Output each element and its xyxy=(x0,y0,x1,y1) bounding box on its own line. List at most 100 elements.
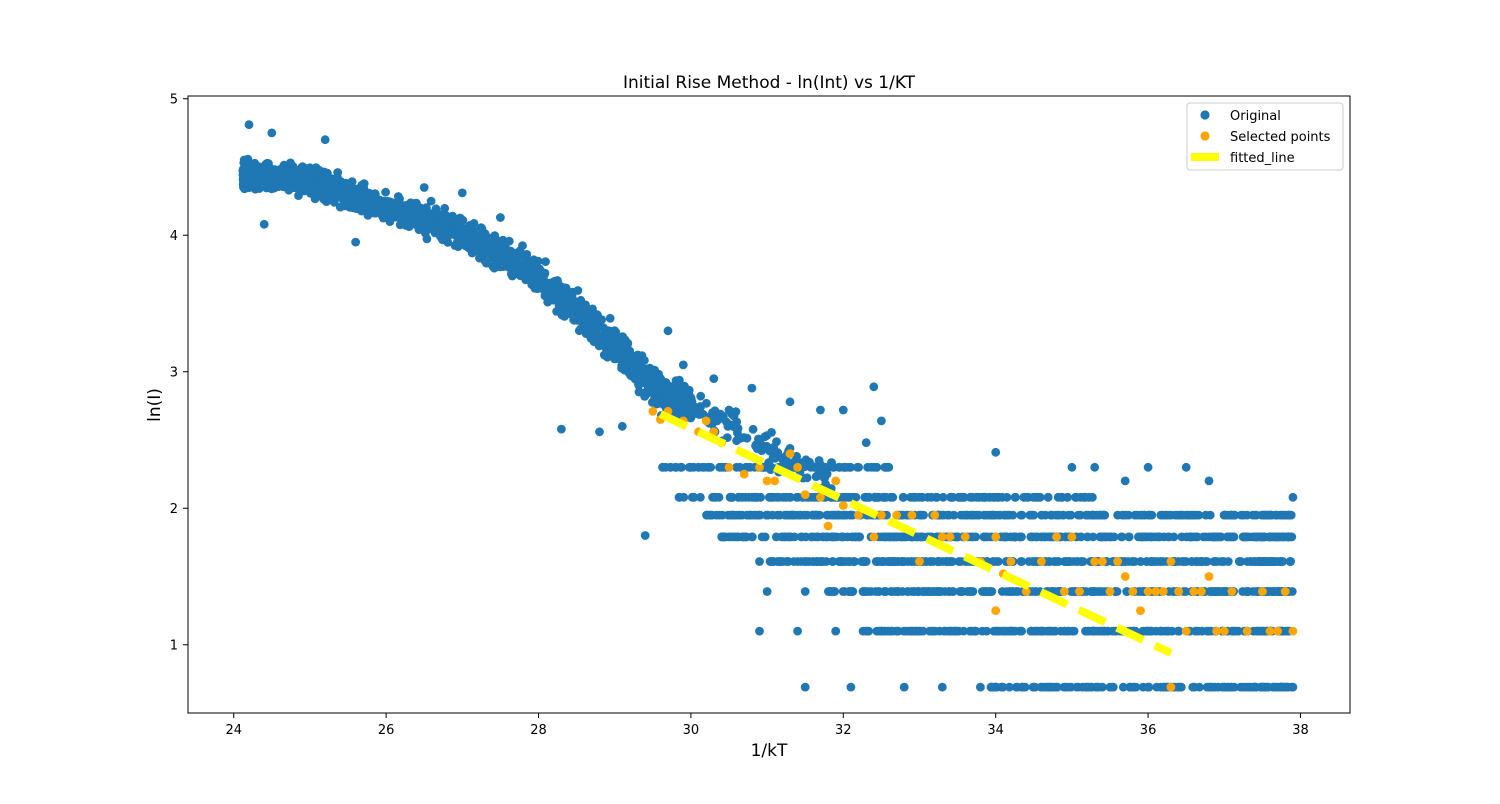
original-point xyxy=(735,434,745,443)
selected-point xyxy=(838,501,848,510)
original-point xyxy=(1051,682,1061,692)
original-point xyxy=(333,168,343,177)
original-point xyxy=(478,233,488,243)
original-point xyxy=(1281,682,1290,692)
original-point xyxy=(1056,626,1066,636)
selected-point xyxy=(960,532,970,542)
original-point xyxy=(1037,510,1046,520)
original-point xyxy=(709,374,719,383)
original-point xyxy=(457,188,467,198)
original-point xyxy=(869,382,879,392)
original-point xyxy=(872,492,881,502)
original-point xyxy=(1011,492,1020,502)
original-point xyxy=(813,532,823,542)
original-point xyxy=(1256,532,1266,542)
original-point xyxy=(585,314,595,323)
original-point xyxy=(507,257,516,267)
original-point xyxy=(1179,557,1189,566)
original-point xyxy=(765,492,775,502)
original-point xyxy=(820,462,829,472)
selected-point xyxy=(937,532,947,542)
selected-point xyxy=(1021,587,1031,596)
original-point xyxy=(965,492,975,502)
original-point xyxy=(802,473,812,483)
original-point xyxy=(1158,682,1168,692)
original-point xyxy=(836,557,846,566)
original-point xyxy=(711,492,721,502)
original-point xyxy=(928,587,938,596)
original-point xyxy=(866,462,876,472)
original-point xyxy=(898,492,908,502)
original-point xyxy=(778,492,788,502)
selected-point xyxy=(1166,682,1176,692)
selected-point xyxy=(816,492,825,502)
y-tick-label: 2 xyxy=(170,502,178,517)
original-point xyxy=(902,532,911,542)
original-point xyxy=(696,391,706,401)
original-point xyxy=(325,182,335,192)
original-point xyxy=(616,344,626,354)
original-point xyxy=(489,263,499,273)
original-point xyxy=(288,175,298,185)
original-point xyxy=(813,471,822,481)
original-point xyxy=(455,219,464,229)
original-point xyxy=(266,166,275,175)
selected-point xyxy=(1181,626,1191,636)
selected-point xyxy=(1158,587,1168,596)
original-point xyxy=(1030,587,1040,596)
original-point xyxy=(663,326,673,336)
original-point xyxy=(1178,510,1188,520)
original-point xyxy=(1094,510,1103,520)
y-axis-label: ln(I) xyxy=(145,388,165,422)
original-point xyxy=(814,456,824,465)
original-point xyxy=(1268,682,1278,692)
original-point xyxy=(1063,682,1073,692)
original-point xyxy=(320,135,330,145)
original-point xyxy=(567,306,577,316)
selected-point xyxy=(1197,587,1206,596)
original-point xyxy=(494,257,503,266)
original-point xyxy=(1251,510,1260,520)
original-point xyxy=(259,219,269,229)
original-point xyxy=(353,203,363,213)
original-point xyxy=(1242,510,1252,520)
original-point xyxy=(1072,557,1082,566)
original-point xyxy=(818,557,828,566)
original-point xyxy=(944,510,953,520)
original-point xyxy=(1067,462,1077,472)
original-point xyxy=(893,626,903,636)
original-point xyxy=(828,462,838,472)
original-point xyxy=(689,492,699,502)
original-point xyxy=(1288,682,1298,692)
x-tick-label: 38 xyxy=(1292,723,1309,738)
original-point xyxy=(1136,532,1146,542)
original-point xyxy=(694,410,704,419)
original-point xyxy=(731,407,741,416)
original-point xyxy=(698,462,708,472)
original-point xyxy=(828,557,838,566)
original-point xyxy=(1269,587,1279,596)
original-point xyxy=(1056,492,1066,502)
original-point xyxy=(881,587,891,596)
original-point xyxy=(793,626,802,636)
original-point xyxy=(638,363,647,373)
original-point xyxy=(294,191,303,201)
original-point xyxy=(1256,682,1266,692)
original-point xyxy=(750,510,760,520)
original-point xyxy=(579,301,588,311)
original-point xyxy=(1236,557,1246,566)
original-point xyxy=(1186,532,1196,542)
original-point xyxy=(766,462,776,472)
original-point xyxy=(1043,492,1053,502)
original-point xyxy=(1150,532,1160,542)
original-point xyxy=(724,405,734,415)
original-point xyxy=(1029,557,1039,566)
original-point xyxy=(440,203,450,213)
original-point xyxy=(1195,682,1204,692)
original-point xyxy=(595,427,604,437)
original-point xyxy=(1256,626,1266,636)
y-axis: 1 2 3 4 5 xyxy=(170,93,188,654)
legend-label: Original xyxy=(1230,109,1281,124)
original-point xyxy=(628,363,638,372)
x-tick-label: 34 xyxy=(987,723,1004,738)
